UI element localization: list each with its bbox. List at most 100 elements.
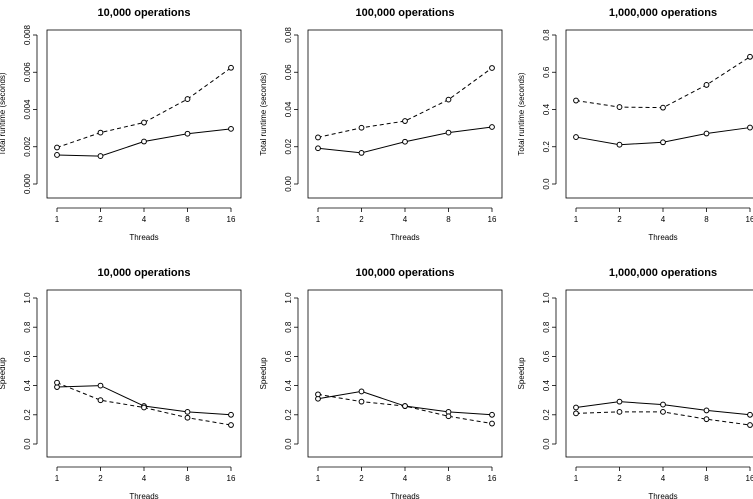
- y-tick-label: 0.2: [284, 409, 293, 421]
- x-tick-label: 4: [661, 474, 666, 483]
- y-axis-label: Speedup: [0, 357, 7, 390]
- data-point: [184, 130, 191, 137]
- data-point: [315, 134, 321, 141]
- y-tick-label: 0.08: [284, 27, 293, 43]
- series-line-dashed: [575, 56, 751, 109]
- chart-title: 1,000,000 operations: [609, 267, 717, 279]
- data-point: [184, 408, 191, 415]
- data-point: [97, 397, 104, 404]
- data-point: [660, 408, 666, 415]
- series-line-dashed: [317, 393, 493, 425]
- data-point: [54, 152, 60, 158]
- data-point: [228, 422, 234, 428]
- data-point: [616, 398, 623, 405]
- y-tick-label: 0.06: [284, 64, 293, 80]
- data-point: [445, 96, 452, 103]
- plot-frame: [565, 289, 753, 458]
- data-point: [97, 382, 104, 389]
- x-tick-label: 16: [488, 474, 497, 483]
- chart-panel: 10,000 operations 1 2 4 8 16 Threads 0.000 0.002…: [0, 7, 242, 242]
- data-point: [445, 413, 452, 420]
- chart-panel: 1,000,000 operations 1 2 4 8 16 Threads 0.0 0.2 0…: [517, 267, 753, 499]
- data-point: [184, 96, 191, 102]
- x-tick-label: 8: [446, 474, 451, 483]
- x-tick-label: 8: [704, 215, 709, 224]
- chart-panel: 10,000 operations 1 2 4 8 16 Threads 0.0 0.2 0.4 0…: [0, 267, 242, 499]
- x-tick-label: 4: [403, 215, 408, 224]
- data-point: [315, 145, 321, 152]
- series-line-dashed: [317, 67, 493, 138]
- x-tick-label: 1: [316, 215, 321, 224]
- y-tick-label: 0.2: [542, 409, 551, 421]
- y-tick-label: 0.8: [542, 321, 551, 333]
- data-point: [573, 134, 579, 140]
- y-tick-label: 0.000: [23, 173, 32, 194]
- x-tick-label: 16: [488, 215, 497, 224]
- data-point: [54, 379, 60, 386]
- data-point: [573, 97, 579, 104]
- y-tick-label: 0.0: [542, 438, 551, 450]
- data-point: [616, 141, 623, 148]
- x-tick-label: 1: [574, 474, 579, 483]
- y-tick-label: 0.00: [284, 176, 293, 192]
- y-tick-label: 1.0: [284, 292, 293, 304]
- x-axis-label: Threads: [129, 492, 158, 499]
- x-tick-label: 1: [574, 215, 579, 224]
- data-point: [489, 124, 495, 130]
- data-point: [616, 104, 623, 110]
- y-axis-label: Speedup: [517, 357, 526, 390]
- plot-frame: [46, 289, 242, 458]
- y-tick-label: 0.8: [284, 321, 293, 333]
- x-tick-label: 2: [617, 474, 622, 483]
- chart-title: 10,000 operations: [98, 7, 191, 19]
- y-tick-label: 1.0: [23, 292, 32, 304]
- data-point: [141, 138, 147, 145]
- chart-title: 10,000 operations: [98, 267, 191, 279]
- x-tick-label: 8: [185, 474, 190, 483]
- data-point: [573, 410, 579, 417]
- chart-title: 100,000 operations: [355, 7, 454, 19]
- data-point: [402, 403, 408, 409]
- chart-panel: 100,000 operations 1 2 4 8 16 Threads 0.00 0.02 0…: [259, 7, 503, 242]
- chart-panel: 1,000,000 operations 1 2 4 8 16 Threads 0.0 0.2 0…: [517, 7, 753, 242]
- x-tick-label: 2: [98, 215, 103, 224]
- x-tick-label: 1: [55, 215, 60, 224]
- data-point: [660, 139, 666, 146]
- x-tick-label: 2: [359, 474, 364, 483]
- y-tick-label: 0.4: [542, 103, 551, 115]
- x-axis-label: Threads: [648, 492, 677, 499]
- y-tick-label: 0.6: [23, 350, 32, 362]
- y-axis-label: Speedup: [259, 357, 268, 390]
- y-tick-label: 0.0: [23, 438, 32, 450]
- data-point: [402, 118, 408, 124]
- data-point: [315, 391, 321, 398]
- x-tick-label: 16: [227, 215, 236, 224]
- data-point: [358, 149, 365, 156]
- y-tick-label: 0.02: [284, 138, 293, 154]
- data-point: [703, 130, 710, 137]
- x-tick-label: 4: [142, 474, 147, 483]
- data-point: [141, 404, 147, 411]
- x-tick-label: 2: [617, 215, 622, 224]
- y-tick-label: 0.6: [542, 66, 551, 78]
- series-line-dashed: [56, 67, 232, 148]
- data-point: [445, 129, 452, 136]
- x-axis-label: Threads: [390, 233, 419, 242]
- y-tick-label: 0.2: [23, 409, 32, 421]
- y-tick-label: 1.0: [542, 292, 551, 304]
- data-point: [660, 104, 666, 111]
- y-tick-label: 0.04: [284, 101, 293, 117]
- plot-frame: [565, 29, 753, 199]
- x-axis-label: Threads: [648, 233, 677, 242]
- data-point: [402, 138, 408, 145]
- data-point: [703, 82, 710, 88]
- data-point: [573, 404, 579, 411]
- data-point: [141, 119, 147, 126]
- y-tick-label: 0.8: [23, 321, 32, 333]
- data-point: [747, 422, 753, 428]
- y-tick-label: 0.0: [284, 438, 293, 450]
- plot-frame: [307, 29, 503, 199]
- y-axis-label: Total runtime (seconds): [517, 72, 526, 155]
- x-tick-label: 4: [403, 474, 408, 483]
